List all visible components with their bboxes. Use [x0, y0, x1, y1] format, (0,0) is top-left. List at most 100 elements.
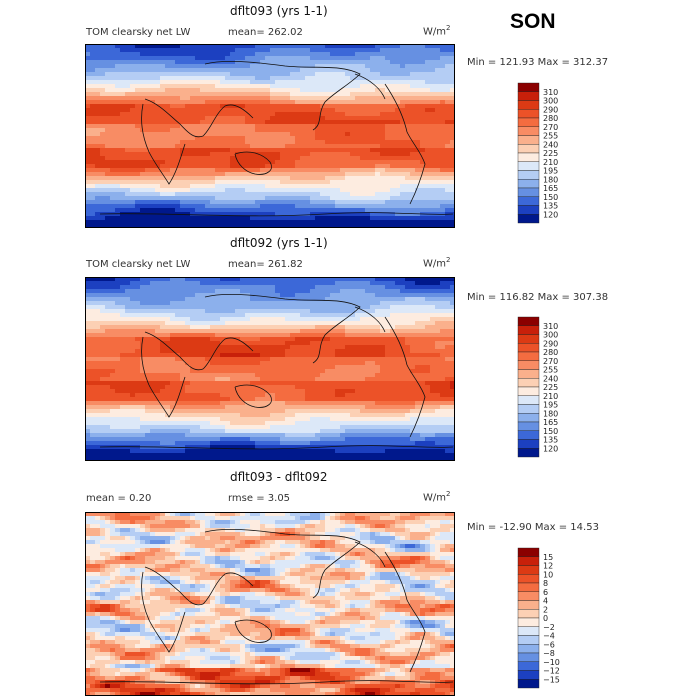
map-cell — [190, 164, 196, 169]
map-cell — [290, 200, 296, 205]
map-cell — [170, 120, 176, 125]
map-cell — [160, 156, 166, 161]
map-cell — [245, 357, 251, 362]
map-cell — [355, 140, 361, 145]
map-cell — [290, 116, 296, 121]
map-cell — [250, 357, 256, 362]
map-cell — [100, 357, 106, 362]
map-cell — [425, 132, 431, 137]
map-cell — [410, 44, 416, 49]
map-cell — [85, 88, 91, 93]
map-cell — [125, 112, 131, 117]
map-cell — [200, 204, 206, 209]
map-cell — [375, 60, 381, 65]
map-cell — [125, 341, 131, 346]
map-cell — [190, 112, 196, 117]
map-cell — [385, 317, 391, 322]
map-cell — [120, 112, 126, 117]
map-cell — [335, 188, 341, 193]
map-cell — [125, 76, 131, 81]
map-cell — [255, 52, 261, 57]
map-cell — [145, 208, 151, 213]
map-cell — [145, 44, 151, 49]
map-cell — [330, 104, 336, 109]
map-cell — [270, 341, 276, 346]
map-cell — [275, 192, 281, 197]
map-cell — [375, 188, 381, 193]
map-cell — [305, 168, 311, 173]
map-cell — [250, 341, 256, 346]
map-cell — [320, 216, 326, 221]
map-cell — [90, 44, 96, 49]
map-cell — [130, 160, 136, 165]
map-cell — [230, 317, 236, 322]
map-cell — [240, 88, 246, 93]
map-cell — [215, 116, 221, 121]
map-cell — [195, 108, 201, 113]
map-cell — [265, 72, 271, 77]
map-cell — [250, 208, 256, 213]
map-cell — [125, 188, 131, 193]
map-cell — [355, 108, 361, 113]
map-cell — [310, 168, 316, 173]
map-cell — [160, 144, 166, 149]
map-cell — [140, 220, 146, 225]
map-cell — [450, 329, 455, 334]
map-cell — [145, 329, 151, 334]
map-cell — [445, 44, 451, 49]
map-cell — [390, 337, 396, 342]
map-cell — [165, 128, 171, 133]
map-cell — [340, 333, 346, 338]
map-cell — [205, 120, 211, 125]
map-cell — [95, 192, 101, 197]
map-cell — [390, 216, 396, 221]
map-cell — [120, 56, 126, 61]
map-cell — [95, 333, 101, 338]
map-cell — [120, 321, 126, 326]
map-cell — [155, 345, 161, 350]
map-cell — [240, 84, 246, 89]
map-cell — [115, 56, 121, 61]
map-cell — [200, 72, 206, 77]
map-cell — [100, 84, 106, 89]
map-cell — [240, 80, 246, 85]
map-cell — [140, 309, 146, 314]
map-cell — [140, 132, 146, 137]
map-cell — [290, 204, 296, 209]
map-cell — [135, 204, 141, 209]
map-cell — [360, 333, 366, 338]
map-cell — [315, 329, 321, 334]
map-cell — [345, 309, 351, 314]
map-cell — [180, 140, 186, 145]
map-cell — [145, 309, 151, 314]
map-cell — [250, 301, 256, 306]
map-cell — [130, 104, 136, 109]
map-cell — [360, 337, 366, 342]
map-cell — [330, 305, 336, 310]
map-cell — [365, 277, 371, 282]
map-cell — [310, 317, 316, 322]
map-cell — [325, 285, 331, 290]
map-cell — [255, 204, 261, 209]
map-cell — [200, 192, 206, 197]
map-cell — [395, 124, 401, 129]
map-cell — [430, 289, 436, 294]
map-cell — [85, 224, 91, 228]
map-cell — [380, 172, 386, 177]
map-cell — [325, 301, 331, 306]
map-cell — [300, 200, 306, 205]
map-cell — [175, 124, 181, 129]
map-cell — [290, 289, 296, 294]
map-cell — [115, 104, 121, 109]
map-cell — [135, 301, 141, 306]
map-cell — [145, 353, 151, 358]
map-cell — [380, 305, 386, 310]
map-cell — [275, 144, 281, 149]
map-cell — [130, 164, 136, 169]
map-cell — [90, 325, 96, 330]
map-cell — [395, 44, 401, 49]
map-cell — [350, 96, 356, 101]
map-cell — [90, 132, 96, 137]
map-cell — [350, 92, 356, 97]
map-cell — [270, 152, 276, 157]
